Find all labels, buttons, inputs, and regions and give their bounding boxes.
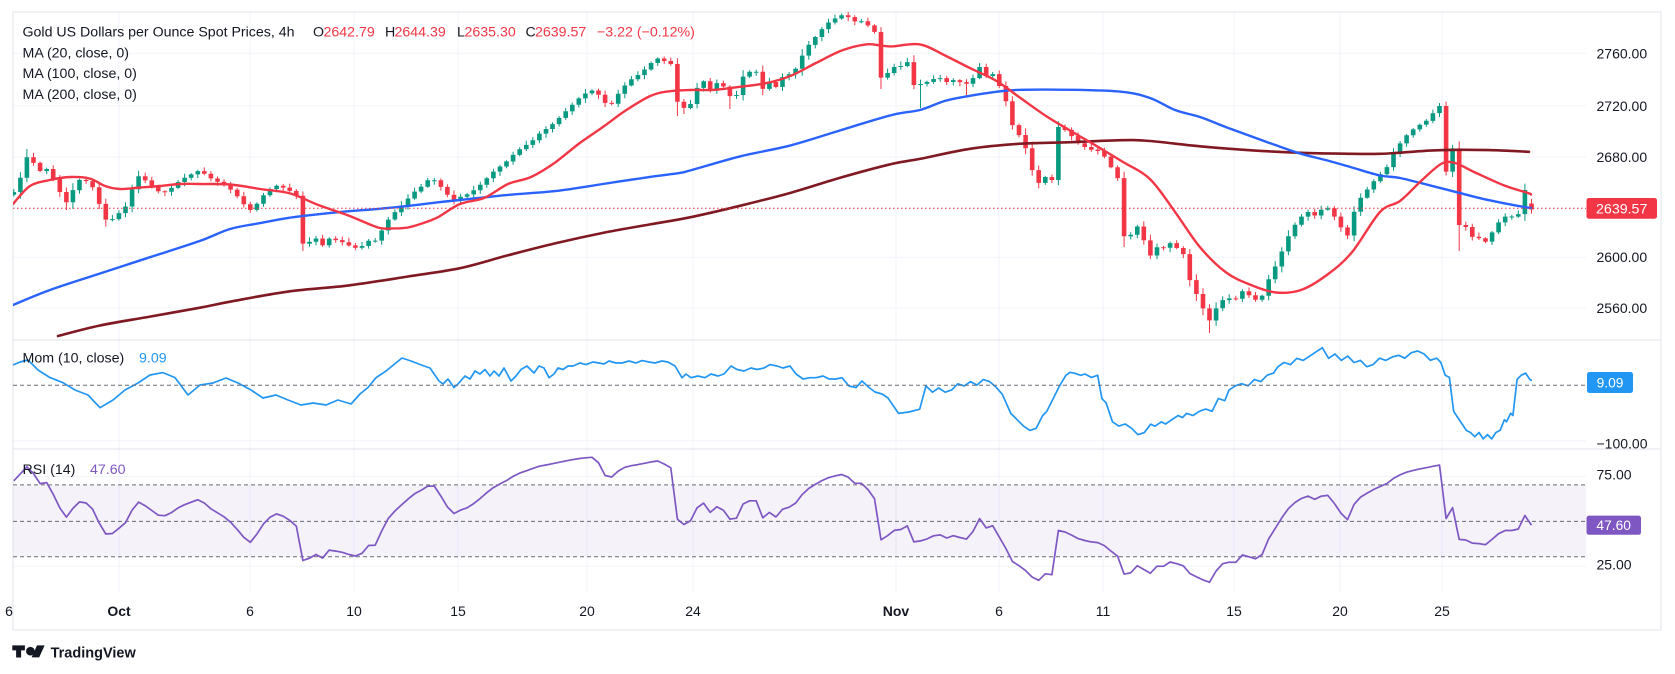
svg-text:24: 24 <box>685 603 701 619</box>
svg-text:2720.00: 2720.00 <box>1597 98 1648 114</box>
svg-text:MA (200, close, 0): MA (200, close, 0) <box>23 87 137 103</box>
svg-text:2600.00: 2600.00 <box>1597 249 1648 265</box>
svg-text:−100.00: −100.00 <box>1597 436 1648 452</box>
svg-text:6: 6 <box>995 603 1003 619</box>
svg-text:25: 25 <box>1434 603 1450 619</box>
svg-text:2760.00: 2760.00 <box>1597 45 1648 61</box>
svg-text:TradingView: TradingView <box>51 645 137 661</box>
svg-text:Gold US Dollars per Ounce Spot: Gold US Dollars per Ounce Spot Prices, 4… <box>23 25 695 41</box>
svg-text:2639.57: 2639.57 <box>1596 201 1647 217</box>
svg-text:RSI (14)47.60: RSI (14) 47.60 <box>23 462 126 478</box>
svg-text:6: 6 <box>5 603 13 619</box>
svg-text:Mom (10, close)9.09: Mom (10, close) 9.09 <box>23 350 167 366</box>
svg-text:9.09: 9.09 <box>1597 376 1624 391</box>
svg-text:15: 15 <box>450 603 466 619</box>
svg-text:15: 15 <box>1226 603 1242 619</box>
svg-text:2560.00: 2560.00 <box>1597 300 1648 316</box>
svg-text:25.00: 25.00 <box>1597 557 1632 573</box>
svg-text:MA (20, close, 0): MA (20, close, 0) <box>23 46 129 62</box>
svg-text:10: 10 <box>346 603 362 619</box>
svg-text:2680.00: 2680.00 <box>1597 149 1648 165</box>
svg-text:Oct: Oct <box>107 603 131 619</box>
svg-text:75.00: 75.00 <box>1597 467 1632 483</box>
svg-text:Nov: Nov <box>883 603 910 619</box>
svg-text:47.60: 47.60 <box>1596 518 1631 533</box>
svg-text:6: 6 <box>246 603 254 619</box>
svg-text:20: 20 <box>1332 603 1348 619</box>
svg-text:20: 20 <box>579 603 595 619</box>
svg-text:11: 11 <box>1096 603 1111 619</box>
svg-text:MA (100, close, 0): MA (100, close, 0) <box>23 66 137 82</box>
